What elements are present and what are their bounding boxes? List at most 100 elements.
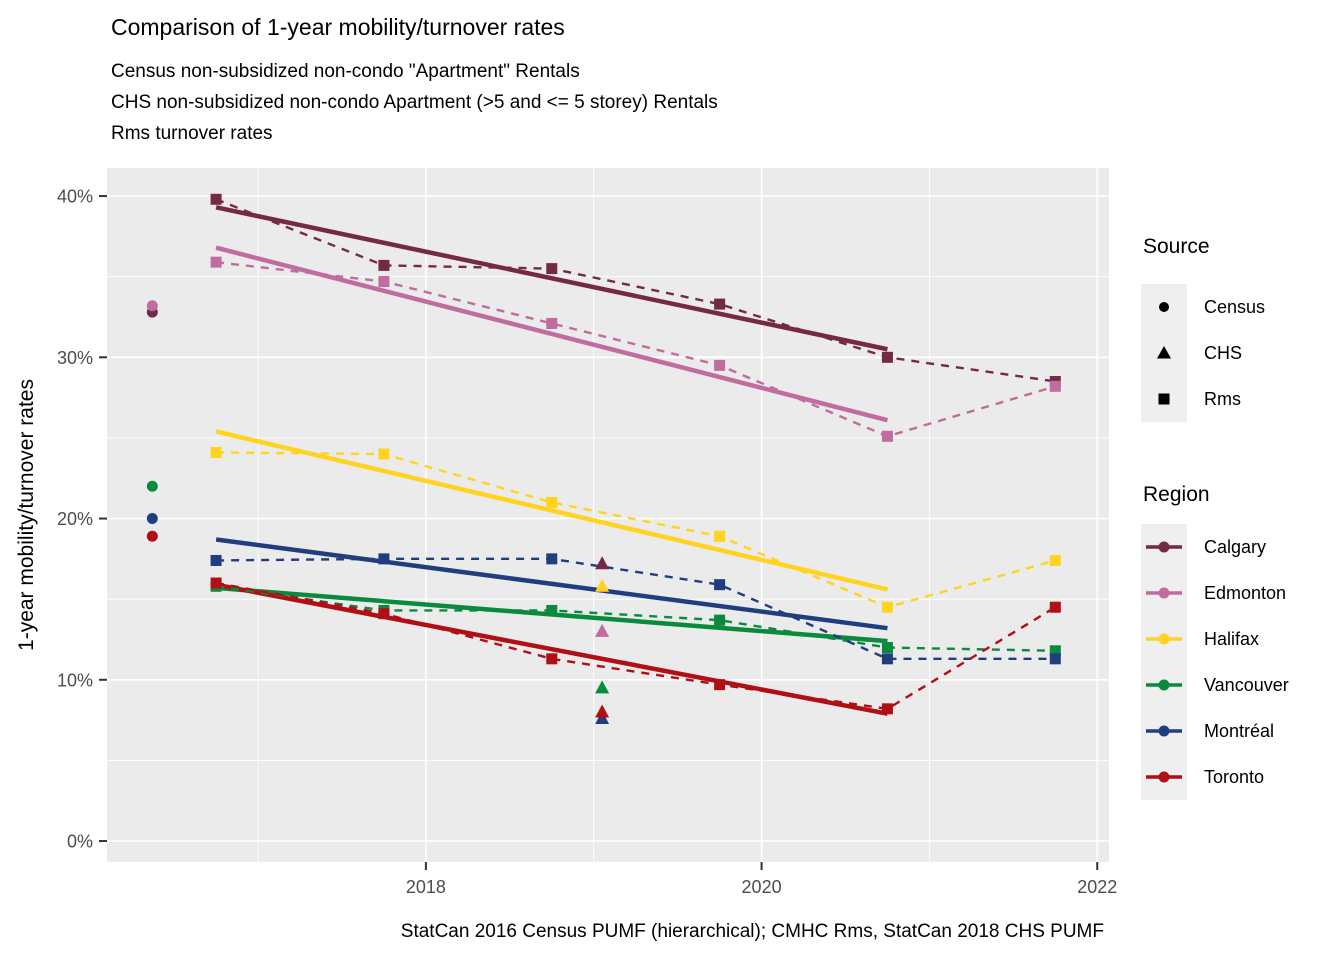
rms-point-toronto bbox=[1049, 601, 1061, 613]
census-circle-icon bbox=[1141, 284, 1187, 330]
rms-square-icon bbox=[1141, 376, 1187, 422]
rms-point-vancouver bbox=[714, 614, 726, 626]
line-point-icon bbox=[1141, 616, 1187, 662]
x-tick-label: 2022 bbox=[1077, 877, 1117, 897]
chs-point-vancouver bbox=[595, 680, 610, 694]
chart-subtitle-line-3: Rms turnover rates bbox=[111, 123, 273, 144]
rms-point-montreal bbox=[378, 553, 390, 565]
rms-point-montreal bbox=[714, 579, 726, 591]
line-point-icon bbox=[1141, 570, 1187, 616]
rms-point-halifax bbox=[714, 530, 726, 542]
rms-point-edmonton bbox=[1049, 380, 1061, 392]
trend-line-calgary bbox=[215, 205, 888, 352]
rms-point-toronto bbox=[714, 679, 726, 691]
rms-point-calgary bbox=[546, 263, 558, 275]
legend-item-edmonton: Edmonton bbox=[1141, 570, 1289, 616]
legend-source: Source Census CHS Rms bbox=[1141, 236, 1265, 422]
legend-item-calgary: Calgary bbox=[1141, 524, 1289, 570]
legend-region: Region Calgary Edmonton Halifax Vancouve… bbox=[1141, 484, 1289, 800]
census-point-edmonton bbox=[146, 300, 158, 312]
rms-line-halifax bbox=[216, 451, 1056, 609]
rms-point-vancouver bbox=[1049, 645, 1061, 657]
title-block: Comparison of 1-year mobility/turnover r… bbox=[111, 14, 718, 149]
chart-subtitle-line-1: Census non-subsidized non-condo "Apartme… bbox=[111, 61, 580, 82]
rms-point-edmonton bbox=[714, 359, 726, 371]
rms-point-edmonton bbox=[210, 256, 222, 268]
rms-point-edmonton bbox=[881, 430, 893, 442]
rms-point-calgary bbox=[714, 298, 726, 310]
legend-item-census: Census bbox=[1141, 284, 1265, 330]
legend-source-title: Source bbox=[1143, 235, 1210, 258]
chart-title: Comparison of 1-year mobility/turnover r… bbox=[111, 14, 565, 40]
rms-point-vancouver bbox=[546, 604, 558, 616]
legend-item-label: CHS bbox=[1204, 342, 1243, 363]
rms-point-calgary bbox=[378, 259, 390, 271]
census-point-vancouver bbox=[146, 480, 158, 492]
rms-point-toronto bbox=[546, 653, 558, 665]
legend-region-title: Region bbox=[1143, 483, 1210, 506]
census-point-montreal bbox=[146, 513, 158, 525]
rms-point-edmonton bbox=[546, 317, 558, 329]
rms-point-toronto bbox=[378, 608, 390, 620]
y-tick-label: 10% bbox=[57, 670, 93, 690]
chart-caption: StatCan 2016 Census PUMF (hierarchical);… bbox=[400, 921, 1104, 942]
legend-item-halifax: Halifax bbox=[1141, 616, 1289, 662]
rms-point-vancouver bbox=[881, 642, 893, 654]
plot-panel-bg bbox=[107, 168, 1109, 862]
chs-point-calgary bbox=[595, 556, 610, 570]
chs-point-edmonton bbox=[595, 623, 610, 637]
rms-point-halifax bbox=[378, 448, 390, 460]
rms-point-montreal bbox=[881, 653, 893, 665]
legend-item-label: Vancouver bbox=[1204, 674, 1289, 695]
legend-item-toronto: Toronto bbox=[1141, 754, 1289, 800]
y-tick-label: 30% bbox=[57, 348, 93, 368]
rms-point-halifax bbox=[210, 446, 222, 458]
y-tick-label: 20% bbox=[57, 509, 93, 529]
rms-line-toronto bbox=[215, 581, 1056, 711]
y-axis-title: 1-year mobility/turnover rates bbox=[15, 379, 38, 651]
trend-line-halifax bbox=[215, 429, 888, 592]
chs-point-toronto bbox=[595, 704, 610, 718]
rms-point-edmonton bbox=[378, 276, 390, 288]
chs-point-halifax bbox=[595, 578, 610, 592]
legend-item-chs: CHS bbox=[1141, 330, 1265, 376]
rms-point-calgary bbox=[881, 351, 893, 363]
legend-item-label: Census bbox=[1204, 296, 1266, 317]
rms-point-montreal bbox=[546, 553, 558, 565]
legend-item-label: Calgary bbox=[1204, 536, 1267, 557]
chs-triangle-icon bbox=[1141, 330, 1187, 376]
rms-point-halifax bbox=[1049, 554, 1061, 566]
line-point-icon bbox=[1141, 754, 1187, 800]
chart-subtitle: Census non-subsidized non-condo "Apartme… bbox=[111, 56, 718, 149]
census-point-toronto bbox=[146, 530, 158, 542]
legend-item-label: Rms bbox=[1204, 388, 1241, 409]
trend-line-edmonton bbox=[215, 245, 889, 423]
line-point-icon bbox=[1141, 708, 1187, 754]
rms-point-montreal bbox=[1049, 653, 1061, 665]
line-point-icon bbox=[1141, 524, 1187, 570]
rms-line-montreal bbox=[216, 557, 1056, 661]
y-tick-label: 0% bbox=[67, 832, 93, 852]
legend-item-label: Toronto bbox=[1204, 766, 1265, 787]
rms-point-montreal bbox=[210, 554, 222, 566]
legend-item-label: Montréal bbox=[1204, 720, 1275, 741]
legend-item-label: Edmonton bbox=[1204, 582, 1287, 603]
y-tick-label: 40% bbox=[57, 187, 93, 207]
rms-point-halifax bbox=[881, 601, 893, 613]
rms-line-calgary bbox=[215, 198, 1056, 383]
rms-point-toronto bbox=[210, 577, 222, 589]
rms-point-calgary bbox=[210, 193, 222, 205]
legend-item-label: Halifax bbox=[1204, 628, 1260, 649]
trend-line-montreal bbox=[215, 537, 888, 631]
rms-point-toronto bbox=[881, 703, 893, 715]
rms-line-edmonton bbox=[215, 260, 1056, 438]
line-point-icon bbox=[1141, 662, 1187, 708]
chart-subtitle-line-2: CHS non-subsidized non-condo Apartment (… bbox=[111, 92, 718, 113]
x-tick-label: 2018 bbox=[406, 877, 446, 897]
legend-item-montreal: Montréal bbox=[1141, 708, 1289, 754]
rms-line-vancouver bbox=[215, 585, 1056, 652]
legend-item-vancouver: Vancouver bbox=[1141, 662, 1289, 708]
x-tick-label: 2020 bbox=[742, 877, 782, 897]
rms-point-halifax bbox=[546, 496, 558, 508]
